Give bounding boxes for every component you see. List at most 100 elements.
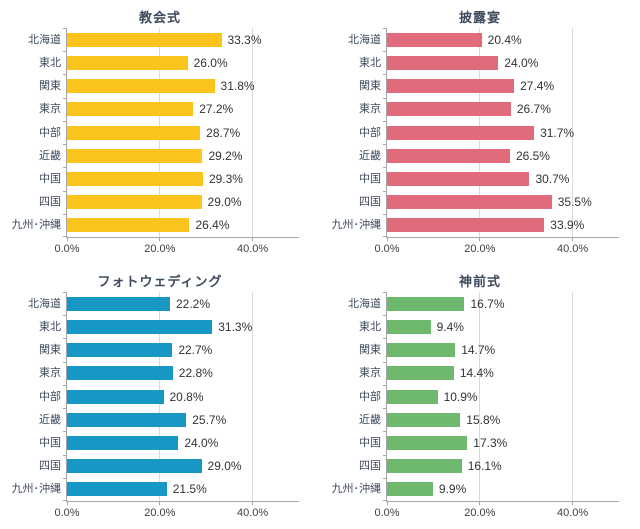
chart-reception: 披露宴 0.0% 20.0% 40.0% 北海道 20.4% 東北 24.0% 関東 27.4%…: [320, 0, 640, 264]
y-axis-tick: [63, 454, 67, 456]
category-label: 東北: [359, 56, 381, 69]
category-label: 九州･沖縄: [331, 483, 382, 496]
category-label: 北海道: [348, 33, 381, 46]
x-axis-tick-label: 20.0%: [144, 507, 176, 519]
plot-area: 0.0% 20.0% 40.0% 北海道 20.4% 東北 24.0% 関東 27.4% 東京 26…: [332, 28, 619, 255]
bar: [387, 366, 454, 381]
y-axis-tick: [63, 167, 67, 169]
value-label: 14.4%: [459, 366, 494, 381]
y-axis-tick: [383, 454, 387, 456]
x-axis-tick-label: 40.0%: [236, 243, 269, 255]
bar: [387, 171, 530, 186]
bar: [67, 459, 202, 474]
y-axis-tick: [383, 338, 387, 340]
gridline: [479, 292, 481, 501]
x-axis-tick: [479, 501, 481, 505]
value-label: 22.2%: [176, 296, 211, 311]
y-axis-tick: [383, 477, 387, 479]
y-axis-tick: [63, 236, 67, 237]
category-label: 近畿: [39, 149, 61, 162]
value-label: 35.5%: [557, 195, 592, 210]
category-label: 関東: [39, 344, 61, 357]
category-label: 関東: [359, 344, 381, 357]
x-axis-tick-label: 20.0%: [464, 243, 496, 255]
x-axis-tick: [386, 237, 388, 241]
category-label: 四国: [359, 460, 381, 473]
value-label: 26.0%: [193, 55, 228, 70]
category-label: 九州･沖縄: [11, 219, 62, 232]
bar: [387, 79, 515, 94]
x-axis-tick: [66, 237, 68, 241]
bar: [67, 435, 179, 450]
category-label: 関東: [359, 80, 381, 93]
category-label: 中部: [359, 390, 381, 403]
plot-area: 0.0% 20.0% 40.0% 北海道 22.2% 東北 31.3% 関東 22.7% 東京 22…: [12, 292, 299, 519]
value-label: 33.3%: [227, 32, 262, 47]
chart-title: 披露宴: [458, 10, 501, 25]
bar: [387, 482, 433, 497]
gridline: [572, 28, 574, 237]
bar: [67, 195, 202, 210]
y-axis-tick: [63, 120, 67, 122]
category-label: 中国: [39, 436, 61, 449]
x-axis-tick-label: 40.0%: [556, 507, 589, 519]
bar: [67, 55, 188, 70]
value-label: 26.4%: [195, 218, 230, 233]
value-label: 22.8%: [178, 366, 213, 381]
y-axis-tick: [63, 190, 67, 192]
category-label: 九州･沖縄: [11, 483, 62, 496]
bar: [387, 195, 552, 210]
category-label: 東北: [359, 320, 381, 333]
x-axis-tick: [479, 237, 481, 241]
bar: [67, 79, 215, 94]
x-axis-tick-label: 0.0%: [54, 243, 80, 255]
category-label: 中国: [359, 436, 381, 449]
y-axis-tick: [383, 167, 387, 169]
category-label: 中国: [359, 172, 381, 185]
category-label: 近畿: [359, 149, 381, 162]
bar: [387, 319, 431, 334]
x-axis-tick: [572, 501, 574, 505]
x-axis-tick-label: 0.0%: [374, 507, 400, 519]
chart-title: 神前式: [458, 274, 501, 289]
y-axis-tick: [383, 315, 387, 317]
bar: [67, 125, 201, 140]
y-axis-tick: [383, 97, 387, 99]
y-axis-tick: [63, 97, 67, 99]
value-label: 22.7%: [178, 343, 213, 358]
y-axis-tick: [383, 500, 387, 501]
y-axis-tick: [63, 51, 67, 53]
plot-area: 0.0% 20.0% 40.0% 北海道 33.3% 東北 26.0% 関東 31.8% 東京 27…: [12, 28, 299, 255]
value-label: 27.2%: [199, 102, 234, 117]
category-label: 東京: [39, 103, 61, 116]
value-label: 30.7%: [535, 171, 570, 186]
value-label: 26.5%: [515, 148, 550, 163]
y-axis-tick: [63, 292, 67, 293]
y-axis-tick: [63, 213, 67, 215]
bar: [387, 412, 461, 427]
x-axis-tick-label: 20.0%: [144, 243, 176, 255]
bar: [67, 296, 170, 311]
category-label: 東京: [39, 367, 61, 380]
y-axis-tick: [383, 120, 387, 122]
chart-church-ceremony: 教会式 0.0% 20.0% 40.0% 北海道 33.3% 東北 26.0% 関東 31.8%…: [0, 0, 320, 264]
category-label: 中国: [39, 172, 61, 185]
category-label: 四国: [359, 196, 381, 209]
bar: [387, 32, 482, 47]
category-label: 中部: [39, 126, 61, 139]
category-label: 北海道: [348, 297, 381, 310]
y-axis-tick: [63, 500, 67, 501]
category-label: 関東: [39, 80, 61, 93]
value-label: 9.4%: [436, 319, 464, 334]
x-axis-tick-label: 40.0%: [556, 243, 589, 255]
bar: [387, 148, 510, 163]
value-label: 15.8%: [466, 412, 501, 427]
y-axis-tick: [383, 74, 387, 76]
value-label: 14.7%: [461, 343, 496, 358]
category-label: 近畿: [39, 413, 61, 426]
value-label: 16.1%: [467, 459, 502, 474]
bar: [67, 366, 173, 381]
category-label: 北海道: [28, 33, 61, 46]
x-axis-tick: [159, 237, 161, 241]
value-label: 31.7%: [540, 125, 575, 140]
